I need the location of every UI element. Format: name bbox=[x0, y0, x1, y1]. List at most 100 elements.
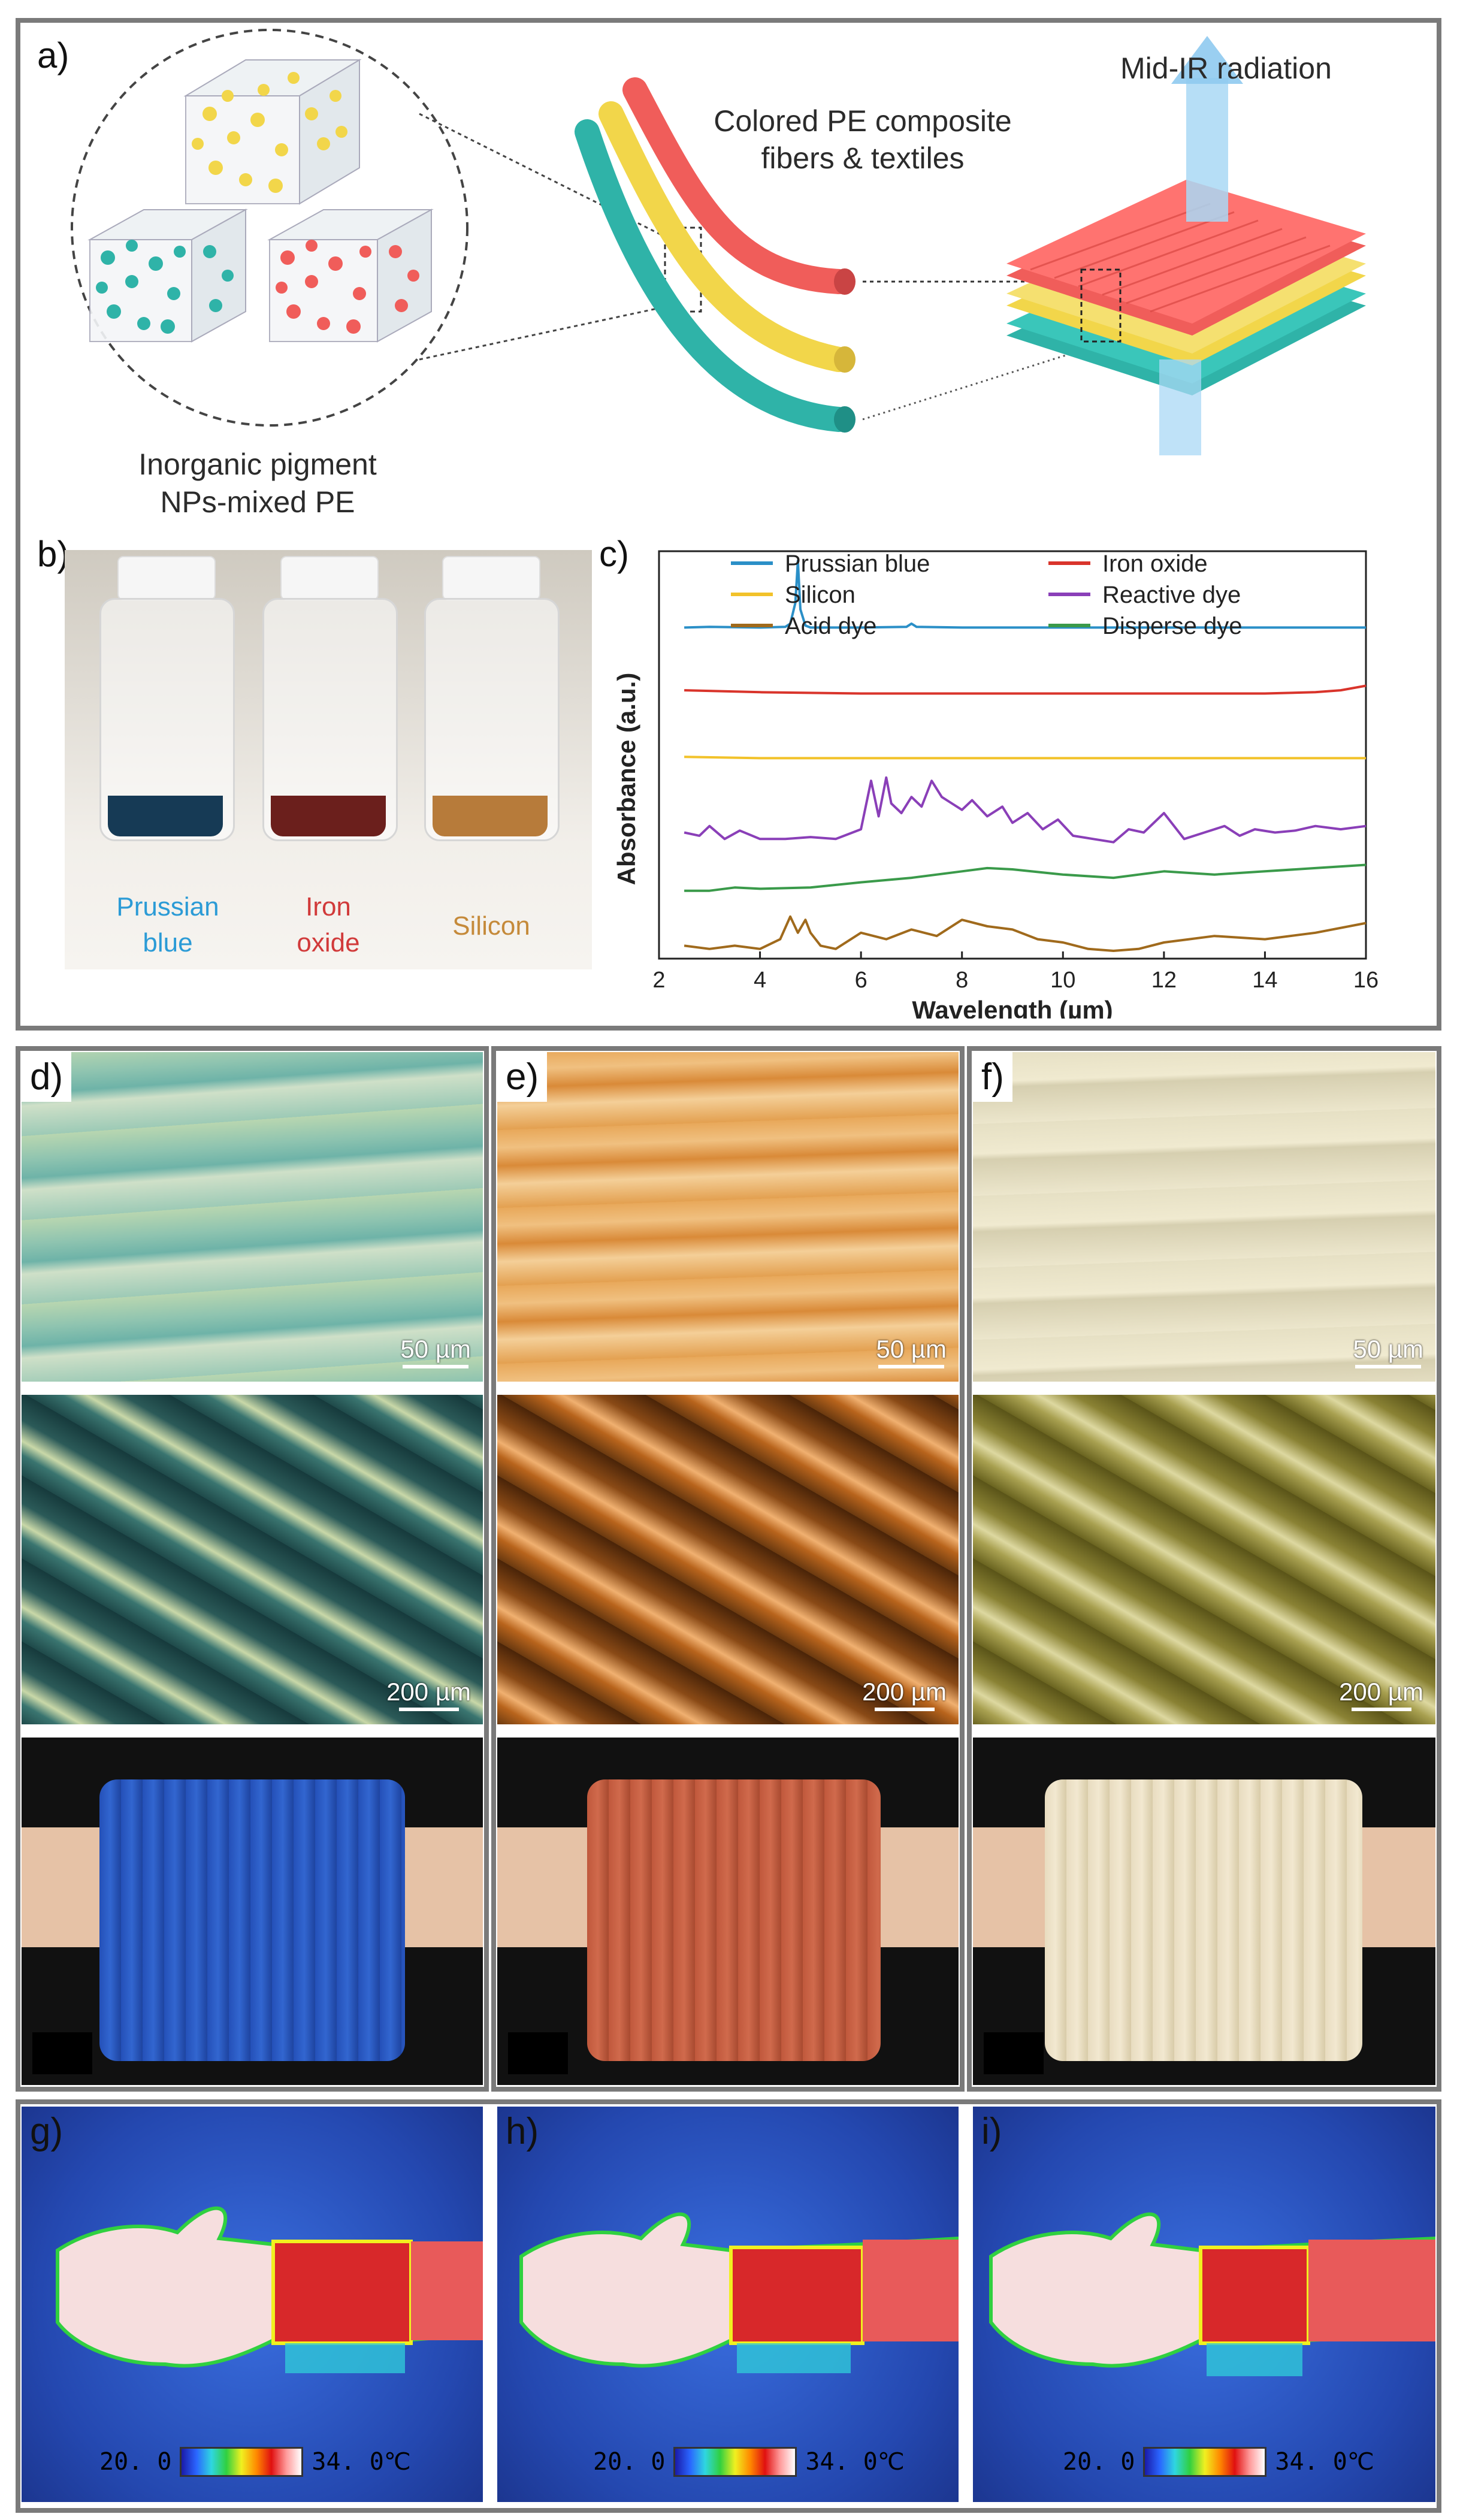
colorbar-g-gradient bbox=[180, 2447, 304, 2477]
series-line-acid-dye bbox=[684, 915, 1367, 952]
panel-label-f: f) bbox=[973, 1052, 1012, 1102]
panel-a-right-caption: Mid-IR radiation bbox=[1120, 52, 1332, 85]
jar-label-iron-2: oxide bbox=[297, 928, 360, 957]
blue-sleeve bbox=[99, 1779, 405, 2061]
sleeve-hot-h bbox=[729, 2246, 864, 2345]
scalebar-e-knit: 200 µm bbox=[862, 1678, 947, 1711]
panel-e-micro: e) 50 µm bbox=[497, 1052, 959, 1382]
x-tick-label-4: 10 bbox=[1050, 968, 1075, 993]
series-line-iron-oxide bbox=[684, 684, 1367, 695]
colorbar-h: 20. 0 34. 0℃ bbox=[593, 2447, 905, 2477]
textile-stack bbox=[1006, 180, 1366, 395]
np-circle bbox=[71, 29, 468, 427]
teal-fiber bbox=[575, 119, 851, 432]
scalebar-f-micro: 50 µm bbox=[1353, 1335, 1423, 1368]
panel-f-knit: 200 µm bbox=[973, 1395, 1435, 1724]
scalebar-d-knit: 200 µm bbox=[386, 1678, 471, 1711]
jar-prussian-blue bbox=[99, 556, 235, 841]
scalebar-f-knit-text: 200 µm bbox=[1339, 1678, 1423, 1706]
ir-arrow-bottom bbox=[1159, 359, 1201, 455]
x-tick-label-2: 6 bbox=[855, 968, 867, 993]
jar-label-silicon: Silicon bbox=[452, 911, 530, 941]
scalebar-e-micro: 50 µm bbox=[876, 1335, 947, 1368]
legend-label-0: Prussian blue bbox=[785, 551, 930, 577]
panel-a-illustration bbox=[71, 29, 1366, 455]
thermal-arm-g bbox=[56, 2206, 483, 2373]
thermal-arm-i bbox=[989, 2212, 1435, 2376]
colorbar-i-gradient bbox=[1143, 2447, 1267, 2477]
scalebar-e-knit-text: 200 µm bbox=[862, 1678, 947, 1706]
thermal-arm-h bbox=[519, 2212, 959, 2373]
yellow-np-cube bbox=[183, 59, 362, 205]
jar-silicon bbox=[424, 556, 560, 841]
colorbar-h-max: 34. 0℃ bbox=[805, 2448, 905, 2476]
legend-label-3: Reactive dye bbox=[1102, 582, 1241, 608]
scalebar-mask-f bbox=[984, 2032, 1044, 2074]
jar-photo bbox=[65, 550, 592, 969]
series-line-reactive-dye bbox=[684, 776, 1367, 844]
teal-np-cube bbox=[87, 209, 248, 343]
silicon-powder bbox=[433, 796, 548, 836]
panel-a-middle-caption-2: fibers & textiles bbox=[761, 141, 965, 175]
orange-sleeve bbox=[587, 1779, 881, 2061]
scalebar-f-micro-text: 50 µm bbox=[1353, 1335, 1423, 1363]
jar-label-prussian-1: Prussian bbox=[116, 892, 219, 921]
colorbar-h-gradient bbox=[673, 2447, 797, 2477]
x-tick-label-5: 12 bbox=[1151, 968, 1177, 993]
legend-label-5: Disperse dye bbox=[1102, 613, 1242, 639]
plot-frame bbox=[658, 550, 1367, 960]
legend-label-4: Acid dye bbox=[785, 613, 876, 639]
colorbar-i-max: 34. 0℃ bbox=[1275, 2448, 1374, 2476]
panel-label-d: d) bbox=[22, 1052, 72, 1102]
x-tick-label-3: 8 bbox=[956, 968, 968, 993]
scalebar-d-micro: 50 µm bbox=[400, 1335, 471, 1368]
scalebar-e-micro-text: 50 µm bbox=[876, 1335, 947, 1363]
panel-e-sleeve bbox=[497, 1738, 959, 2085]
series-line-disperse-dye bbox=[684, 863, 1367, 892]
x-tick-label-1: 4 bbox=[754, 968, 766, 993]
colorbar-h-min: 20. 0 bbox=[593, 2448, 666, 2476]
thermal-i: i) 20. 0 34. 0℃ bbox=[973, 2107, 1435, 2502]
beige-sleeve bbox=[1045, 1779, 1362, 2061]
panel-label-b: b) bbox=[37, 534, 69, 574]
absorbance-chart: 2 4 6 8 10 12 14 16 Wavelength (µm) Absorbance (a… bbox=[612, 550, 1379, 1019]
sleeve-hot-i bbox=[1199, 2246, 1310, 2345]
scalebar-f-knit: 200 µm bbox=[1339, 1678, 1423, 1711]
panel-label-g: g) bbox=[30, 2111, 64, 2152]
yellow-fiber bbox=[598, 101, 851, 372]
colorbar-g-min: 20. 0 bbox=[99, 2448, 172, 2476]
jar-label-prussian-2: blue bbox=[143, 928, 193, 957]
colorbar-i-min: 20. 0 bbox=[1063, 2448, 1135, 2476]
panel-label-h: h) bbox=[506, 2111, 539, 2152]
scalebar-d-knit-text: 200 µm bbox=[386, 1678, 471, 1706]
colorbar-g: 20. 0 34. 0℃ bbox=[99, 2447, 411, 2477]
legend-label-1: Iron oxide bbox=[1102, 551, 1208, 577]
prussian-blue-powder bbox=[108, 796, 223, 836]
panel-d-knit: 200 µm bbox=[22, 1395, 483, 1724]
panel-a-middle-caption-1: Colored PE composite bbox=[714, 104, 1012, 138]
iron-oxide-powder bbox=[271, 796, 386, 836]
thermal-g: g) 20. 0 34. 0℃ bbox=[22, 2107, 483, 2502]
panel-label-e: e) bbox=[497, 1052, 548, 1102]
x-tick-label-7: 16 bbox=[1353, 968, 1379, 993]
sleeve-hot-g bbox=[271, 2240, 413, 2345]
panel-d-sleeve bbox=[22, 1738, 483, 2085]
series-line-prussian-blue bbox=[684, 560, 1366, 629]
panel-e-knit: 200 µm bbox=[497, 1395, 959, 1724]
jar-label-iron-1: Iron bbox=[306, 892, 351, 921]
panel-label-a: a) bbox=[37, 35, 69, 75]
ir-arrow-top bbox=[1186, 78, 1228, 222]
panel-label-i: i) bbox=[981, 2111, 1002, 2152]
scalebar-d-micro-text: 50 µm bbox=[400, 1335, 471, 1363]
panel-f-micro: f) 50 µm bbox=[973, 1052, 1435, 1382]
jar-iron-oxide bbox=[262, 556, 398, 841]
panel-a-left-caption-2: NPs-mixed PE bbox=[160, 485, 355, 519]
colorbar-i: 20. 0 34. 0℃ bbox=[1063, 2447, 1374, 2477]
series-line-silicon bbox=[684, 756, 1366, 760]
x-tick-label-0: 2 bbox=[652, 968, 665, 993]
panel-a-left-caption-1: Inorganic pigment bbox=[138, 448, 377, 481]
colorbar-g-max: 34. 0℃ bbox=[312, 2448, 411, 2476]
panel-d-micro: d) 50 µm bbox=[22, 1052, 483, 1382]
scalebar-mask-e bbox=[508, 2032, 568, 2074]
x-axis-label: Wavelength (µm) bbox=[912, 996, 1113, 1019]
